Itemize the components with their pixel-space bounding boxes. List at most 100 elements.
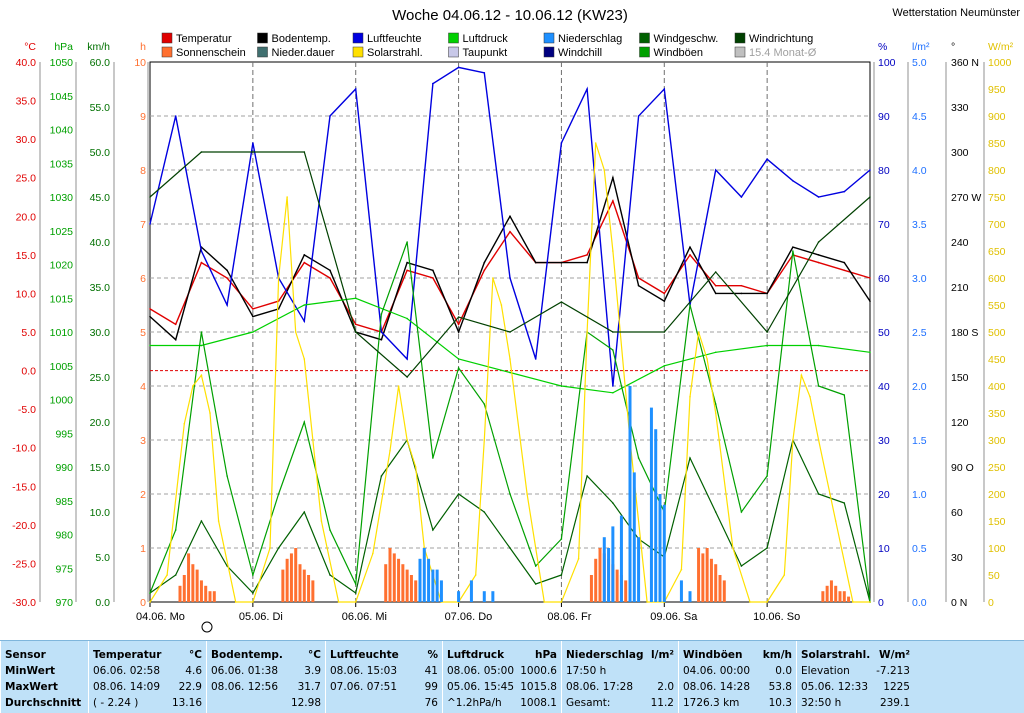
axis-tick-temp: 30.0 bbox=[16, 134, 37, 146]
stats-cell-label: 08.06. 12:56 bbox=[211, 681, 278, 693]
legend-swatch bbox=[257, 46, 268, 58]
axis-unit-humidity: % bbox=[878, 41, 887, 53]
stats-cell: 17:50 h bbox=[566, 663, 674, 679]
stats-header-unit: W/m² bbox=[879, 649, 910, 661]
axis-tick-pressure: 1020 bbox=[50, 260, 74, 272]
legend-label: Nieder.dauer bbox=[272, 47, 335, 59]
stats-header-unit: l/m² bbox=[651, 649, 674, 661]
x-tick-label: 05.06. Di bbox=[239, 611, 283, 623]
stats-cell-label: 08.06. 05:00 bbox=[447, 665, 514, 677]
axis-tick-rain: 2.5 bbox=[912, 327, 927, 339]
stats-header-label: Niederschlag bbox=[566, 649, 644, 661]
axis-tick-solar: 550 bbox=[988, 300, 1006, 312]
point-Solarstrahl. bbox=[217, 520, 220, 522]
point-Windrichtung bbox=[663, 331, 666, 333]
bar-Niederschlag bbox=[418, 558, 422, 602]
point-Solarstrahl. bbox=[783, 574, 786, 576]
point-Luftfeuchte bbox=[740, 196, 743, 198]
stats-cell: 05.06. 12:33 1225 bbox=[801, 679, 910, 695]
point-Temperatur bbox=[432, 277, 434, 279]
x-tick-label: 06.06. Mi bbox=[342, 611, 387, 623]
point-Temperatur bbox=[226, 277, 228, 279]
axis-tick-wind: 30.0 bbox=[90, 327, 111, 339]
point-Windböen bbox=[612, 349, 614, 351]
axis-tick-humidity: 30 bbox=[878, 435, 890, 447]
axis-tick-wind: 15.0 bbox=[90, 462, 111, 474]
point-Windgeschw. bbox=[612, 502, 614, 504]
axis-tick-solar: 400 bbox=[988, 381, 1006, 393]
stats-header: Luftfeuchte% bbox=[330, 647, 438, 663]
legend-swatch bbox=[448, 32, 459, 44]
point-Luftdruck bbox=[252, 331, 254, 333]
bar-Sonnenschein bbox=[722, 580, 726, 602]
point-Windböen bbox=[329, 529, 331, 531]
bar-Sonnenschein bbox=[397, 558, 401, 602]
axis-tick-temp: 10.0 bbox=[16, 288, 37, 300]
point-Solarstrahl. bbox=[294, 331, 297, 333]
stats-cell-value: 3.9 bbox=[304, 665, 321, 677]
point-Solarstrahl. bbox=[603, 169, 606, 171]
point-Solarstrahl. bbox=[577, 558, 580, 560]
stats-column: Solarstrahl. W/m² Elevation -7.213 05.06. 12… bbox=[796, 641, 914, 713]
point-Windgeschw. bbox=[817, 493, 820, 495]
point-Windböen bbox=[714, 403, 717, 405]
bar-Niederschlag bbox=[632, 472, 636, 602]
point-Luftfeuchte bbox=[509, 277, 511, 279]
axis-tick-wind: 55.0 bbox=[90, 102, 111, 114]
axis-tick-sun: 7 bbox=[140, 219, 146, 231]
stats-column: Temperatur °C 06.06. 02:58 4.6 08.06. 14:09 2… bbox=[88, 641, 206, 713]
axis-tick-rain: 1.0 bbox=[912, 489, 927, 501]
axis-tick-solar: 300 bbox=[988, 435, 1006, 447]
stats-header-unit: hPa bbox=[535, 649, 557, 661]
point-Windböen bbox=[174, 529, 177, 531]
point-Bodentemp. bbox=[457, 331, 460, 333]
point-Windrichtung bbox=[560, 301, 563, 303]
legend-swatch bbox=[543, 46, 555, 58]
stats-cell: ( - 2.24 ) 13.16 bbox=[93, 695, 202, 711]
axis-tick-rain: 3.5 bbox=[912, 219, 927, 231]
point-Luftdruck bbox=[560, 385, 563, 387]
point-Windrichtung bbox=[354, 331, 357, 333]
stats-cell: Elevation -7.213 bbox=[801, 663, 910, 679]
point-Solarstrahl. bbox=[612, 250, 614, 252]
stats-cell-label: MaxWert bbox=[5, 681, 58, 693]
stats-cell: 04.06. 00:00 0.0 bbox=[683, 663, 792, 679]
axis-tick-sun: 10 bbox=[134, 57, 146, 69]
stats-cell-value: 1008.1 bbox=[520, 697, 557, 709]
legend-label: Taupunkt bbox=[463, 47, 508, 59]
stats-cell-value: 99 bbox=[424, 681, 438, 693]
stats-header-unit: °C bbox=[189, 649, 202, 661]
stats-cell-label: 08.06. 17:28 bbox=[566, 681, 633, 693]
point-Solarstrahl. bbox=[337, 601, 340, 603]
axis-tick-pressure: 1015 bbox=[50, 293, 74, 305]
axis-tick-temp: 20.0 bbox=[16, 211, 37, 223]
bar-Niederschlag bbox=[679, 580, 683, 602]
axis-tick-temp: -30.0 bbox=[12, 597, 36, 609]
stats-cell-value: 0.0 bbox=[775, 665, 792, 677]
point-Solarstrahl. bbox=[526, 493, 528, 495]
axis-tick-temp: -25.0 bbox=[12, 558, 36, 570]
axis-tick-pressure: 970 bbox=[55, 597, 73, 609]
point-Solarstrahl. bbox=[483, 439, 486, 441]
point-Windgeschw. bbox=[457, 493, 460, 495]
bar-Sonnenschein bbox=[187, 553, 191, 602]
point-Windrichtung bbox=[149, 196, 151, 198]
point-Windböen bbox=[303, 421, 306, 423]
axis-tick-temp: 15.0 bbox=[16, 250, 37, 262]
stats-cell: 76 bbox=[330, 695, 438, 711]
axis-tick-direction: 30 bbox=[951, 552, 963, 564]
point-Windböen bbox=[457, 367, 460, 369]
legend-label: 15.4 Monat-Ø bbox=[749, 47, 817, 59]
bar-Sonnenschein bbox=[697, 548, 701, 602]
point-Luftfeuchte bbox=[200, 250, 203, 252]
stats-column: Sensor MinWert MaxWert Durchschnitt bbox=[0, 641, 88, 713]
point-Windrichtung bbox=[252, 151, 254, 153]
bar-Sonnenschein bbox=[289, 553, 293, 602]
axis-tick-wind: 10.0 bbox=[90, 507, 111, 519]
stats-header-unit: °C bbox=[308, 649, 321, 661]
axis-unit-wind: km/h bbox=[87, 41, 110, 53]
point-Temperatur bbox=[740, 284, 743, 287]
stats-cell-value: 11.2 bbox=[650, 697, 674, 709]
axis-tick-humidity: 70 bbox=[878, 219, 890, 231]
point-Windgeschw. bbox=[766, 547, 768, 549]
